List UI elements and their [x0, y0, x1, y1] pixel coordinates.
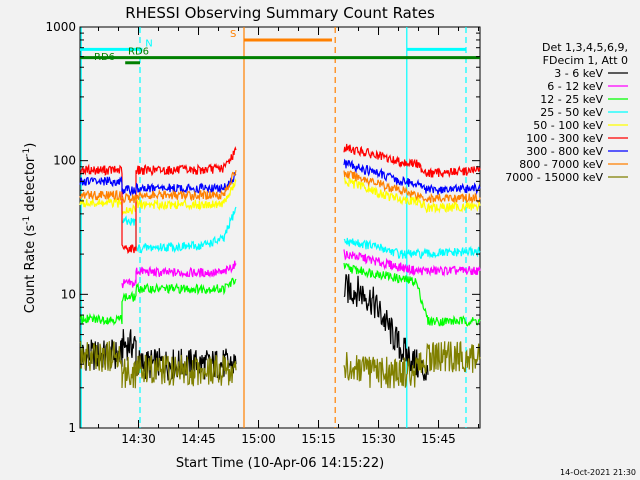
y-tick-label: 1000 — [45, 20, 76, 34]
series-line — [121, 260, 237, 289]
series-line — [79, 178, 237, 216]
annotation-label: S — [230, 29, 236, 40]
series-line — [79, 169, 237, 204]
series-line — [79, 172, 237, 197]
legend-entry-label: 25 - 50 keV — [540, 106, 603, 119]
legend-header: Det 1,3,4,5,6,9, — [542, 41, 628, 54]
series-line — [343, 274, 429, 381]
x-tick-label: 14:30 — [121, 432, 156, 446]
plot-frame — [79, 26, 481, 429]
y-axis-label-main: Count Rate (s — [23, 225, 38, 314]
series-line — [121, 206, 237, 254]
legend-entry-label: 12 - 25 keV — [540, 93, 603, 106]
x-tick-label: 15:15 — [301, 432, 336, 446]
legend-entry-label: 300 - 800 keV — [526, 145, 603, 158]
y-axis-label-mid: detector — [23, 156, 38, 216]
annotation-label: RD6 — [128, 47, 149, 58]
legend-entry-label: 3 - 6 keV — [554, 67, 603, 80]
footer-timestamp: 14-Oct-2021 21:30 — [560, 468, 636, 477]
y-tick-label: 1 — [68, 421, 76, 435]
legend-entry-label: 7000 - 15000 keV — [505, 171, 603, 184]
x-axis-label: Start Time (10-Apr-06 14:15:22) — [176, 456, 384, 471]
series-line — [343, 158, 481, 196]
y-tick-label: 100 — [53, 154, 76, 168]
annotation-bars: NRD6RD6S — [80, 29, 480, 65]
legend-header: FDecim 1, Att 0 — [543, 54, 628, 67]
y-axis-label: Count Rate (s-1 detector-1) — [22, 143, 38, 314]
series-group — [79, 143, 481, 389]
series-line — [343, 237, 481, 259]
y-axis-label-sup2: -1 — [22, 148, 32, 157]
series-line — [343, 262, 481, 327]
x-tick-label: 15:00 — [241, 432, 276, 446]
legend-entry-label: 100 - 300 keV — [526, 132, 603, 145]
x-tick-label: 15:45 — [421, 432, 456, 446]
x-tick-label: 15:30 — [361, 432, 396, 446]
x-tick-label: 14:45 — [181, 432, 216, 446]
legend-entry-label: 6 - 12 keV — [547, 80, 603, 93]
series-line — [79, 340, 237, 389]
y-axis-label-sup1: -1 — [22, 216, 32, 225]
series-line — [343, 249, 481, 278]
series-line — [343, 341, 481, 389]
legend-entry-label: 50 - 100 keV — [533, 119, 603, 132]
axes-group: 14:30 14:45 15:00 15:15 15:30 15:45 1 10 100 1000 — [45, 20, 480, 446]
y-tick-label: 10 — [61, 287, 76, 301]
chart-title: RHESSI Observing Summary Count Rates — [125, 4, 435, 22]
series-line — [343, 143, 481, 179]
y-axis-label-end: ) — [23, 143, 38, 148]
series-line — [343, 170, 481, 204]
legend: Det 1,3,4,5,6,9,FDecim 1, Att 03 - 6 keV… — [505, 41, 628, 184]
series-line — [79, 277, 237, 326]
legend-entry-label: 800 - 7000 keV — [519, 158, 603, 171]
series-line — [79, 329, 237, 381]
series-line — [79, 146, 237, 255]
series-line — [343, 177, 481, 214]
annotation-label: N — [145, 38, 152, 49]
